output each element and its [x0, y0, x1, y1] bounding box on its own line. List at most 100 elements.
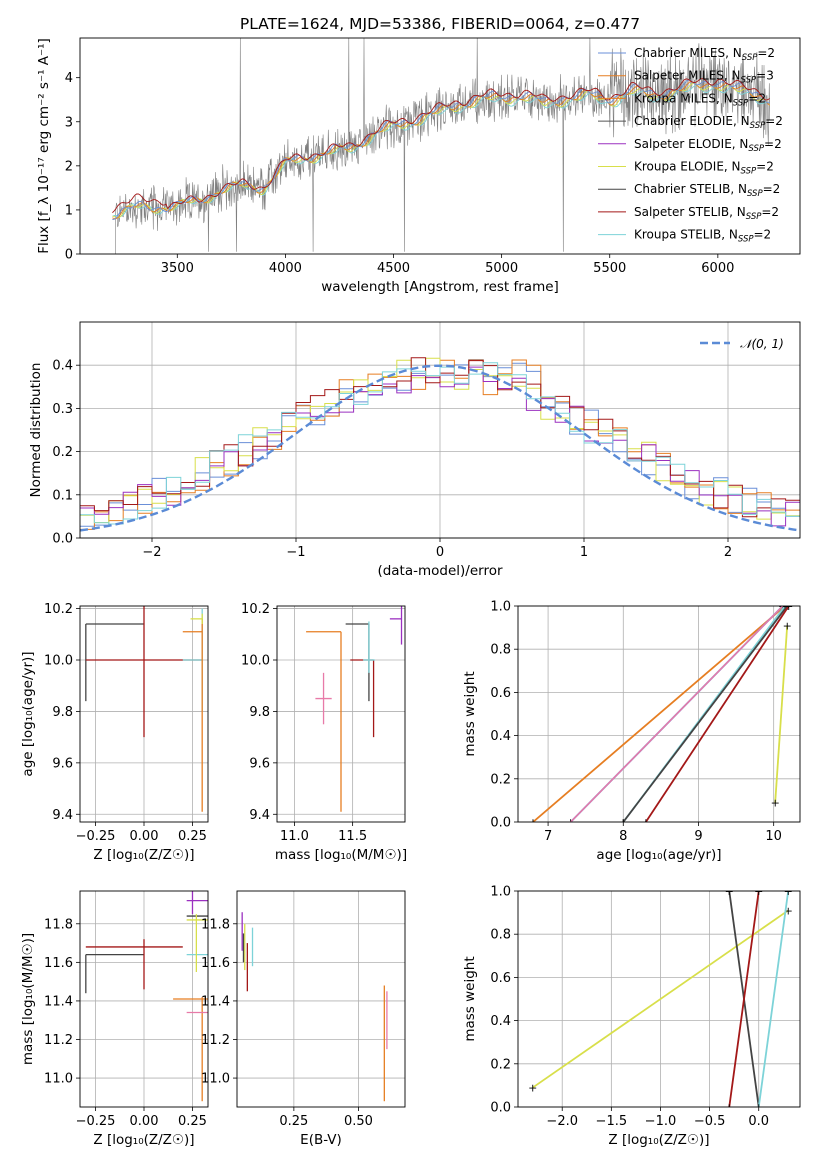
y-tick-label: 10.2	[241, 602, 270, 617]
y-tick-label: 11.6	[201, 956, 230, 971]
axes-frame	[517, 890, 801, 1108]
y-tick-label: 0.2	[490, 772, 511, 787]
marker-plus: +	[784, 885, 793, 898]
x-tick-label: 10	[765, 829, 782, 844]
y-tick-label: 11.8	[44, 917, 73, 932]
legend-entry: Kroupa STELIB, NSSP=2	[634, 228, 771, 245]
age-vs-mass-plot: 11.0 11.5 9.4 9.6 9.8 10.0 10.2 mass [log₁₀(M/M…	[241, 602, 407, 863]
mass-vs-ebv-plot: 0.25 0.50 11.0 11.2 11.4 11.6 11.8 E(B-V)	[201, 890, 406, 1148]
x-tick-label: 5000	[485, 261, 518, 276]
x-tick-label: 4000	[269, 261, 302, 276]
observed-spectrum-line	[115, 38, 770, 254]
y-tick-label: 0.8	[490, 928, 511, 943]
plot-area	[241, 912, 388, 1102]
y-axis-label: Normed distribution	[28, 363, 44, 498]
x-tick-label: −2	[142, 545, 161, 560]
spectrum-plot: 3500 4000 4500 5000 5500 6000 0 1 2 3 4 wavelength …	[36, 37, 801, 295]
y-tick-label: 0.6	[490, 971, 511, 986]
y-axis-label: mass weight	[462, 956, 478, 1041]
y-tick-label: 11.2	[44, 1033, 73, 1048]
y-tick-label: 0.0	[490, 816, 511, 831]
y-tick-label: 11.6	[44, 956, 73, 971]
x-tick-label: −1.0	[645, 1114, 677, 1129]
y-tick-label: 0.8	[490, 643, 511, 658]
marker-plus: +	[784, 904, 793, 917]
y-tick-label: 11.4	[201, 994, 230, 1009]
x-tick-label: 9	[694, 829, 702, 844]
mass-weight-line	[570, 606, 784, 822]
mass-weight-line	[532, 606, 786, 822]
x-axis-label: Z [log₁₀(Z/Z☉)]	[608, 1132, 709, 1148]
plot-area	[80, 357, 800, 532]
mass-weight-line	[757, 891, 790, 1107]
y-tick-label: 1.0	[490, 885, 511, 900]
x-tick-label: −0.5	[694, 1114, 726, 1129]
x-tick-label: 0.25	[279, 1114, 308, 1129]
residual-histogram-plot: −2 −1 0 1 2 0.0 0.1 0.2 0.3 0.4 (data-model)/error…	[28, 321, 801, 579]
x-tick-label: 11.5	[338, 829, 367, 844]
x-tick-label: 0.00	[130, 829, 159, 844]
mass-weight-line	[645, 606, 790, 822]
y-tick-label: 10.2	[44, 602, 73, 617]
plot-area	[112, 38, 771, 254]
histogram-step-line	[80, 362, 800, 525]
x-tick-label: 11.0	[280, 829, 309, 844]
y-tick-label: 11.4	[44, 994, 73, 1009]
y-tick-label: 9.8	[52, 705, 73, 720]
mass-weight-line	[622, 606, 788, 822]
marker-plus: +	[725, 1101, 734, 1114]
legend-entry: Chabrier MILES, NSSP=2	[634, 46, 775, 63]
marker-plus: +	[754, 1101, 763, 1114]
y-tick-label: 9.6	[52, 756, 73, 771]
x-tick-label: 0.25	[178, 1114, 207, 1129]
x-tick-label: −1	[286, 545, 305, 560]
x-axis-label: wavelength [Angstrom, rest frame]	[321, 279, 559, 295]
x-axis-label: Z [log₁₀(Z/Z☉)]	[93, 1132, 194, 1148]
y-tick-label: 0.4	[490, 1014, 511, 1029]
axes-frame	[517, 605, 801, 823]
axes-frame	[79, 605, 209, 823]
x-tick-label: 0	[436, 545, 444, 560]
mass-weight-line	[728, 891, 760, 1107]
y-tick-label: 0.4	[490, 729, 511, 744]
legend-entry: 𝒩(0, 1)	[740, 337, 784, 351]
axes-frame	[79, 37, 801, 255]
normal-distribution-curve	[80, 364, 800, 532]
x-axis-label: mass [log₁₀(M/M☉)]	[275, 847, 407, 863]
x-tick-label: 0.00	[130, 1114, 159, 1129]
plot-area: ++++++++++++	[528, 600, 793, 829]
y-tick-label: 11.0	[44, 1072, 73, 1087]
marker-plus: +	[754, 885, 763, 898]
legend-entry: Chabrier STELIB, NSSP=2	[634, 182, 780, 199]
marker-plus: +	[528, 816, 537, 829]
x-axis-label: E(B-V)	[300, 1132, 342, 1148]
y-tick-label: 0.0	[490, 1101, 511, 1116]
x-tick-label: 2	[724, 545, 732, 560]
legend-entry: Salpeter MILES, NSSP=3	[634, 69, 774, 86]
y-tick-label: 11.2	[201, 1033, 230, 1048]
y-tick-label: 0.3	[52, 402, 73, 417]
marker-plus: +	[619, 816, 628, 829]
marker-plus: +	[784, 600, 793, 613]
mass-weight-line	[774, 625, 789, 803]
x-axis-label: age [log₁₀(age/yr)]	[596, 847, 721, 863]
y-tick-label: 9.4	[249, 808, 270, 823]
y-tick-label: 1.0	[490, 600, 511, 615]
legend-entry: Salpeter STELIB, NSSP=2	[634, 205, 779, 222]
plot-area	[85, 891, 208, 1102]
x-tick-label: 0.50	[344, 1114, 373, 1129]
y-tick-label: 0.4	[52, 359, 73, 374]
x-tick-label: 0.25	[178, 829, 207, 844]
mass-weight-vs-age-plot: 7 8 9 10 0.0 0.2 0.4 0.6 0.8 1.0 age [log₁₀(age/yr…	[462, 600, 801, 863]
axes-frame	[236, 890, 406, 1108]
y-tick-label: 1	[65, 203, 73, 218]
mass-vs-metallicity-plot: −0.25 0.00 0.25 11.0 11.2 11.4 11.6 11.8 Z [log₁…	[20, 890, 209, 1148]
marker-plus: +	[783, 619, 792, 632]
y-tick-label: 4	[65, 71, 73, 86]
marker-plus: +	[725, 885, 734, 898]
y-tick-label: 9.4	[52, 808, 73, 823]
x-tick-label: 1	[580, 545, 588, 560]
marker-plus: +	[566, 816, 575, 829]
x-tick-label: 4500	[377, 261, 410, 276]
